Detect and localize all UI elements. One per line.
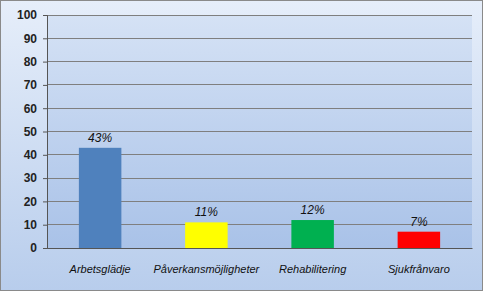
y-tick-label: 60 [24, 102, 38, 116]
data-label: 11% [195, 205, 218, 219]
y-tick-label: 0 [30, 241, 37, 255]
y-axis-line [43, 16, 48, 249]
y-tick-label: 40 [24, 148, 38, 162]
y-tick-mark [43, 225, 47, 226]
y-tick: 100 [17, 8, 47, 22]
y-tick-mark [43, 38, 47, 39]
bars [79, 148, 440, 248]
data-label: 7% [410, 215, 428, 229]
x-tick: Arbetsglädje [69, 248, 131, 275]
y-tick-mark [43, 108, 47, 109]
x-tick-label: Arbetsglädje [69, 263, 131, 275]
y-tick: 80 [24, 55, 47, 69]
data-labels: 43% 11% 12% 7% [88, 131, 428, 229]
chart: 0 10 20 30 40 50 60 70 80 90 100 Arbetsglädje Påverk… [0, 0, 483, 291]
y-tick-mark [43, 132, 47, 133]
x-tick: Sjukfrånvaro [388, 248, 450, 275]
y-tick-mark [43, 155, 47, 156]
y-tick: 10 [24, 218, 47, 232]
data-label: 43% [88, 131, 112, 145]
y-tick: 40 [24, 148, 47, 162]
y-tick-mark [43, 85, 47, 86]
y-tick: 0 [30, 241, 47, 255]
y-tick-mark [43, 248, 47, 249]
grid [47, 15, 472, 248]
y-tick: 60 [24, 102, 47, 116]
y-tick: 20 [24, 195, 47, 209]
y-tick: 90 [24, 32, 47, 46]
y-tick-mark [43, 15, 47, 16]
y-tick-mark [43, 201, 47, 202]
plot: 0 10 20 30 40 50 60 70 80 90 100 Arbetsglädje Påverk… [17, 8, 473, 274]
plot-area [47, 15, 472, 248]
y-tick-label: 10 [24, 218, 38, 232]
y-tick-label: 80 [24, 55, 38, 69]
y-tick-mark [43, 62, 47, 63]
bar [398, 232, 441, 248]
grid-line [47, 15, 472, 16]
y-tick: 50 [24, 125, 47, 139]
x-tick: Rehabilitering [279, 248, 347, 275]
y-tick-label: 30 [24, 171, 38, 185]
bar [185, 222, 228, 248]
y-tick-label: 100 [17, 8, 37, 22]
grid-line [47, 108, 472, 109]
x-axis: Arbetsglädje Påverkansmöjligheter Rehabili… [48, 248, 473, 275]
y-tick-label: 50 [24, 125, 38, 139]
grid-line [47, 84, 472, 85]
x-tick-label: Påverkansmöjligheter [153, 263, 260, 275]
x-tick-label: Sjukfrånvaro [388, 263, 450, 275]
grid-line [47, 61, 472, 62]
background [1, 1, 483, 291]
y-tick-label: 90 [24, 32, 38, 46]
bar [291, 220, 334, 248]
x-tick: Påverkansmöjligheter [153, 248, 260, 275]
y-tick: 70 [24, 78, 47, 92]
grid-line [47, 38, 472, 39]
x-tick-label: Rehabilitering [279, 263, 347, 275]
y-tick: 30 [24, 171, 47, 185]
bar [79, 148, 122, 248]
y-tick-mark [43, 178, 47, 179]
x-axis-line [48, 248, 473, 249]
y-tick-label: 20 [24, 195, 38, 209]
y-axis: 0 10 20 30 40 50 60 70 80 90 100 [17, 8, 48, 255]
data-label: 12% [301, 203, 325, 217]
y-tick-label: 70 [24, 78, 38, 92]
